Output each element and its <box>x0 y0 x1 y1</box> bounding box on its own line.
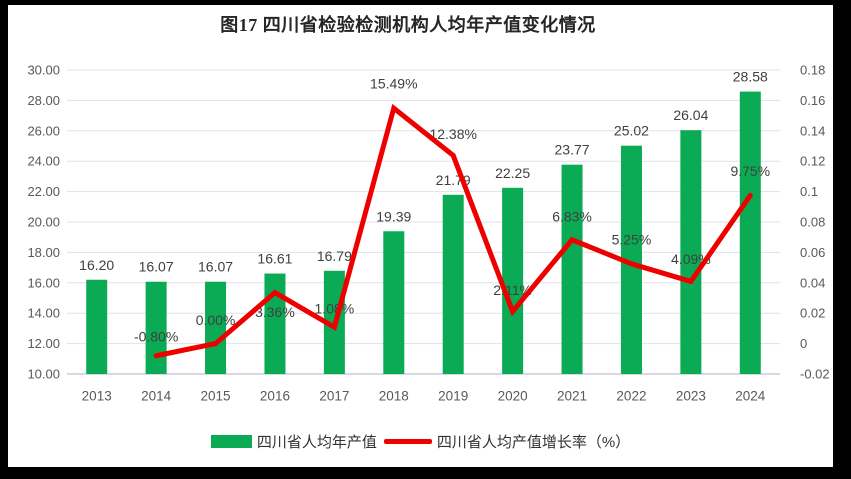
growth-point-label: 12.38% <box>429 126 476 142</box>
left-axis-tick-label: 26.00 <box>27 123 60 138</box>
x-axis-year-label: 2015 <box>201 389 231 404</box>
bar-value-label: 25.02 <box>614 123 649 139</box>
growth-point-label: 6.83% <box>552 208 592 224</box>
x-axis-year-label: 2014 <box>141 389 172 404</box>
left-axis-tick-label: 24.00 <box>27 154 60 169</box>
left-axis-tick-label: 28.00 <box>27 93 60 108</box>
bar-value-label: 19.39 <box>376 208 411 224</box>
right-axis-tick-label: 0.04 <box>800 275 825 290</box>
bar <box>502 187 524 374</box>
x-axis-year-label: 2016 <box>260 389 290 404</box>
right-axis-tick-label: 0.14 <box>800 123 825 138</box>
left-axis-tick-label: 18.00 <box>27 245 60 260</box>
bar-value-label: 23.77 <box>555 142 590 158</box>
bar-value-label: 16.79 <box>317 248 352 264</box>
growth-point-label: -0.80% <box>134 328 178 344</box>
bar-value-label: 28.58 <box>733 69 768 85</box>
left-axis-tick-label: 20.00 <box>27 215 60 230</box>
left-axis-tick-label: 22.00 <box>27 184 60 199</box>
growth-point-label: 1.08% <box>315 301 355 317</box>
bar <box>620 145 642 374</box>
x-axis-year-label: 2023 <box>676 389 706 404</box>
right-axis-tick-label: 0.1 <box>800 184 818 199</box>
bar <box>739 91 761 375</box>
right-axis-tick-label: -0.02 <box>800 367 830 382</box>
bar-value-label: 16.07 <box>139 259 174 275</box>
right-axis-tick-label: 0.06 <box>800 245 825 260</box>
left-axis-tick-label: 14.00 <box>27 306 60 321</box>
x-axis-year-label: 2021 <box>557 389 587 404</box>
legend-line-swatch <box>383 438 432 444</box>
x-axis-year-label: 2020 <box>498 389 528 404</box>
x-axis-year-label: 2013 <box>82 389 112 404</box>
x-axis-year-label: 2017 <box>319 389 349 404</box>
x-axis-year-label: 2019 <box>438 389 468 404</box>
left-axis-tick-label: 16.00 <box>27 275 60 290</box>
left-axis-tick-label: 12.00 <box>27 336 60 351</box>
bar <box>383 231 405 374</box>
bar-value-label: 26.04 <box>673 107 708 123</box>
bar-value-label: 16.61 <box>257 251 292 267</box>
growth-line <box>153 103 753 359</box>
left-axis-tick-label: 10.00 <box>27 367 60 382</box>
growth-point-label: 15.49% <box>370 76 417 92</box>
bar <box>205 281 227 374</box>
growth-point-label: 0.00% <box>196 312 236 328</box>
bar <box>145 281 167 374</box>
legend-line-label: 四川省人均产值增长率（%） <box>436 433 631 451</box>
growth-point-label: 5.25% <box>612 231 652 247</box>
legend-bar-swatch <box>210 434 252 448</box>
bar <box>264 273 286 374</box>
right-axis-tick-label: 0 <box>800 336 807 351</box>
growth-point-label: 9.75% <box>730 163 770 179</box>
x-axis-year-label: 2018 <box>379 389 409 404</box>
left-axis-tick-label: 30.00 <box>27 63 60 78</box>
chart-title: 图17 四川省检验检测机构人均年产值变化情况 <box>220 15 596 35</box>
legend-bar-label: 四川省人均年产值 <box>256 433 377 451</box>
bar-value-label: 16.07 <box>198 259 233 275</box>
bar <box>442 194 464 374</box>
x-axis-year-label: 2022 <box>616 389 646 404</box>
growth-point-label: 3.36% <box>255 304 295 320</box>
bar-value-label: 22.25 <box>495 165 530 181</box>
bar-value-label: 16.20 <box>79 257 114 273</box>
bar <box>680 130 702 374</box>
right-axis-tick-label: 0.12 <box>800 154 825 169</box>
right-axis-tick-label: 0.16 <box>800 93 825 108</box>
right-axis-tick-label: 0.18 <box>800 63 825 78</box>
right-axis-tick-label: 0.02 <box>800 306 825 321</box>
right-axis-tick-label: 0.08 <box>800 215 825 230</box>
legend: 四川省人均年产值 四川省人均产值增长率（%） <box>8 430 833 452</box>
bar <box>561 164 583 374</box>
x-axis-year-label: 2024 <box>735 389 766 404</box>
bar <box>86 279 108 374</box>
